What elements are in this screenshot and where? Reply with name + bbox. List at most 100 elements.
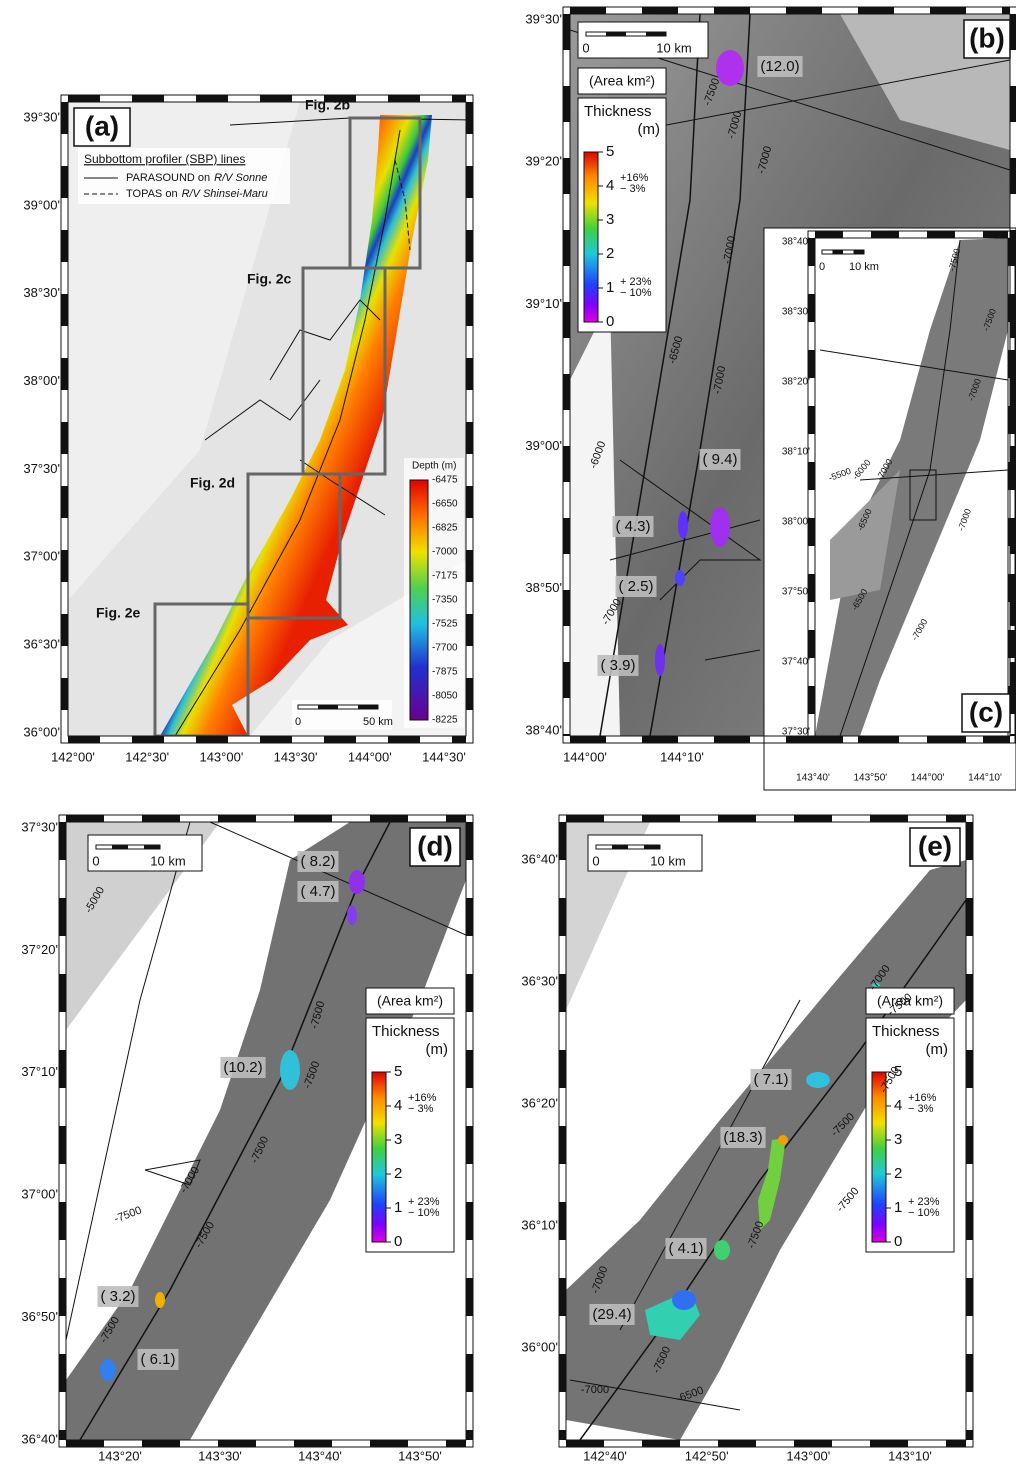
frame-bar bbox=[388, 736, 420, 743]
lon-label: 144°00' bbox=[563, 749, 607, 764]
frame-bar bbox=[466, 1430, 473, 1440]
lat-label: 37°40' bbox=[782, 657, 810, 668]
frame-bar bbox=[1008, 518, 1015, 546]
scale-bar-seg bbox=[144, 845, 160, 849]
legend-text: PARASOUND on bbox=[126, 172, 210, 184]
frame-bar bbox=[808, 462, 815, 490]
lat-label: 38°30' bbox=[23, 285, 60, 300]
scale-bar-seg bbox=[644, 845, 660, 849]
frame-bar bbox=[294, 1440, 332, 1447]
colorbar-label: 1 bbox=[894, 1199, 902, 1216]
frame-bar bbox=[563, 86, 570, 122]
lat-label: 36°10' bbox=[521, 1217, 558, 1232]
frame-bar bbox=[966, 1278, 973, 1316]
panel-label: (d) bbox=[417, 830, 453, 861]
frame-bar bbox=[718, 1440, 756, 1447]
frame-bar bbox=[466, 822, 473, 860]
frame-bar bbox=[559, 1354, 566, 1392]
error-label: − 10% bbox=[620, 287, 652, 299]
lon-label: 142°30' bbox=[125, 749, 169, 764]
figure-ref: Fig. 2d bbox=[190, 475, 235, 491]
legend-item: PARASOUND onR/V Sonne bbox=[126, 172, 267, 184]
lon-label: 142°00' bbox=[51, 749, 95, 764]
lat-label: 37°20' bbox=[21, 942, 58, 957]
lon-label: 143°00' bbox=[199, 749, 243, 764]
lat-label: 36°20' bbox=[521, 1095, 558, 1110]
lon-label: 144°10' bbox=[968, 773, 1002, 784]
lat-label: 36°00' bbox=[521, 1339, 558, 1354]
lon-label: 143°50' bbox=[398, 1448, 442, 1463]
frame-bar bbox=[966, 1050, 973, 1088]
legend-title: Subbottom profiler (SBP) lines bbox=[84, 152, 245, 166]
lon-label: 143°10' bbox=[888, 1448, 932, 1463]
frame-bar bbox=[61, 294, 68, 326]
scale-bar-seg bbox=[646, 32, 666, 36]
scale-bar-seg bbox=[833, 250, 844, 254]
legend-title: (Area km²) bbox=[377, 993, 443, 1009]
lon-label: 143°30' bbox=[274, 749, 318, 764]
lat-label: 39°00' bbox=[23, 197, 60, 212]
frame-bar bbox=[59, 974, 66, 1012]
area-label: (18.3) bbox=[723, 1129, 762, 1146]
frame-bar bbox=[946, 1440, 966, 1447]
frame-bar bbox=[566, 815, 604, 822]
area-label: (12.0) bbox=[760, 58, 799, 75]
frame-bar bbox=[559, 1126, 566, 1164]
area-label: ( 7.1) bbox=[753, 1071, 788, 1088]
frame-bar bbox=[1010, 86, 1016, 122]
depth-label: -7525 bbox=[432, 619, 458, 630]
frame-bar bbox=[68, 95, 100, 102]
frame-bar bbox=[808, 630, 815, 658]
scale-label: 0 bbox=[819, 261, 825, 273]
colorbar-label: 4 bbox=[894, 1097, 902, 1114]
lon-label: 143°30' bbox=[198, 1448, 242, 1463]
frame-bar bbox=[871, 736, 899, 743]
frame-bar bbox=[142, 815, 180, 822]
frame-bar bbox=[446, 1440, 466, 1447]
frame-bar bbox=[563, 734, 570, 736]
lon-label: 144°00' bbox=[911, 773, 945, 784]
colorbar-label: 1 bbox=[394, 1199, 402, 1216]
frame-bar bbox=[218, 815, 256, 822]
legend-title: Thickness bbox=[584, 103, 652, 120]
area-label: ( 3.2) bbox=[100, 1288, 135, 1305]
lat-label: 37°00' bbox=[23, 549, 60, 564]
frame-bar bbox=[559, 974, 566, 1012]
frame-bar bbox=[466, 230, 473, 262]
legend-text: TOPAS on bbox=[126, 188, 178, 200]
frame-bar bbox=[466, 898, 473, 936]
legend-unit: (m) bbox=[426, 1041, 449, 1058]
frame-bar bbox=[966, 1354, 973, 1392]
frame-bar bbox=[61, 422, 68, 454]
frame-bar bbox=[983, 736, 1008, 743]
frame-bar bbox=[563, 590, 570, 626]
frame-bar bbox=[815, 736, 843, 743]
scale-label: 10 km bbox=[650, 853, 685, 868]
frame-bar bbox=[714, 7, 750, 14]
frame-bar bbox=[466, 614, 473, 646]
frame-bar bbox=[858, 7, 894, 14]
frame-bar bbox=[132, 736, 164, 743]
colorbar bbox=[872, 1072, 886, 1242]
lat-label: 37°30' bbox=[21, 819, 58, 834]
scale-label: 0 bbox=[295, 716, 301, 728]
frame-bar bbox=[59, 1278, 66, 1316]
frame-bar bbox=[563, 446, 570, 482]
frame-bar bbox=[370, 1440, 408, 1447]
colorbar bbox=[372, 1072, 386, 1242]
lat-label: 37°30' bbox=[782, 727, 810, 738]
frame-bar bbox=[61, 166, 68, 198]
frame-bar bbox=[642, 1440, 680, 1447]
frame-bar bbox=[966, 822, 973, 860]
colorbar-label: 0 bbox=[606, 313, 614, 330]
scale-label: 10 km bbox=[849, 261, 879, 273]
depth-label: -7350 bbox=[432, 595, 458, 606]
lon-label: 143°40' bbox=[298, 1448, 342, 1463]
frame-bar bbox=[466, 550, 473, 582]
lat-label: 37°50' bbox=[782, 587, 810, 598]
lat-label: 37°00' bbox=[21, 1187, 58, 1202]
scale-bar-seg bbox=[606, 32, 626, 36]
frame-bar bbox=[370, 815, 408, 822]
frame-bar bbox=[794, 815, 832, 822]
frame-bar bbox=[1008, 630, 1015, 658]
